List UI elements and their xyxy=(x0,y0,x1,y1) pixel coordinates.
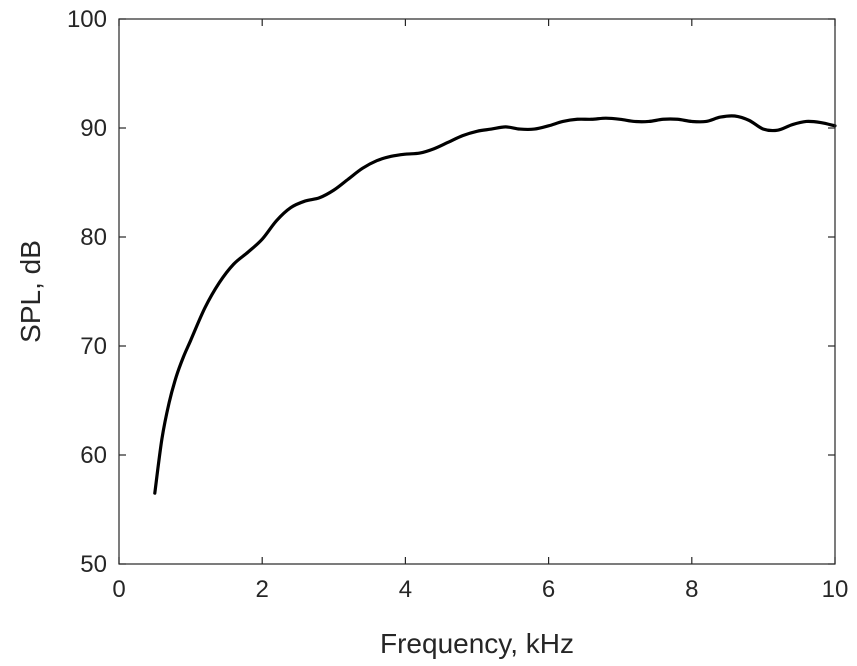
x-axis-label: Frequency, kHz xyxy=(380,628,574,659)
y-tick-label: 100 xyxy=(67,6,107,33)
x-tick-label: 4 xyxy=(399,576,412,603)
x-tick-label: 2 xyxy=(256,576,269,603)
y-tick-label: 50 xyxy=(80,551,107,578)
y-axis-label: SPL, dB xyxy=(15,240,46,343)
x-tick-label: 0 xyxy=(112,576,125,603)
plot-area-frame xyxy=(118,18,836,565)
y-tick-label: 80 xyxy=(80,224,107,251)
x-tick-label: 10 xyxy=(822,576,849,603)
series-line xyxy=(153,114,837,495)
y-tick-label: 90 xyxy=(80,115,107,142)
tick-labels: 0 2 4 6 8 10 50 60 70 80 90 100 xyxy=(67,6,848,603)
x-tick-label: 6 xyxy=(542,576,555,603)
y-tick-label: 70 xyxy=(80,333,107,360)
x-tick-label: 8 xyxy=(685,576,698,603)
y-tick-label: 60 xyxy=(80,442,107,469)
